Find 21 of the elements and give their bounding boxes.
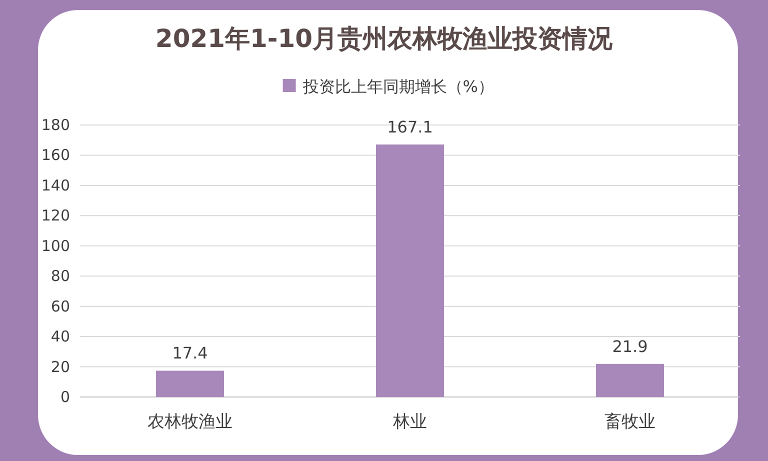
y-tick-label: 120 [41, 206, 70, 225]
legend-label: 投资比上年同期增长（%） [302, 77, 494, 96]
bar [596, 364, 664, 397]
y-tick-label: 100 [41, 236, 70, 255]
y-tick-label: 80 [50, 267, 70, 286]
y-tick-label: 140 [41, 176, 70, 194]
data-label: 167.1 [387, 117, 433, 136]
bar [156, 370, 224, 397]
y-tick-label: 20 [50, 358, 70, 376]
y-tick-label: 60 [50, 297, 70, 316]
y-tick-label: 0 [60, 388, 70, 406]
y-tick-label: 40 [50, 328, 70, 346]
y-tick-label: 180 [41, 116, 70, 134]
data-label: 21.9 [612, 336, 648, 356]
x-tick-label: 农林牧渔业 [148, 412, 232, 432]
x-tick-label: 林业 [392, 412, 427, 432]
bar [376, 144, 444, 397]
x-tick-label: 畜牧业 [604, 412, 656, 432]
chart-title: 2021年1-10月贵州农林牧渔业投资情况 [155, 24, 614, 53]
data-label: 17.4 [172, 344, 208, 363]
y-tick-label: 160 [41, 146, 70, 164]
